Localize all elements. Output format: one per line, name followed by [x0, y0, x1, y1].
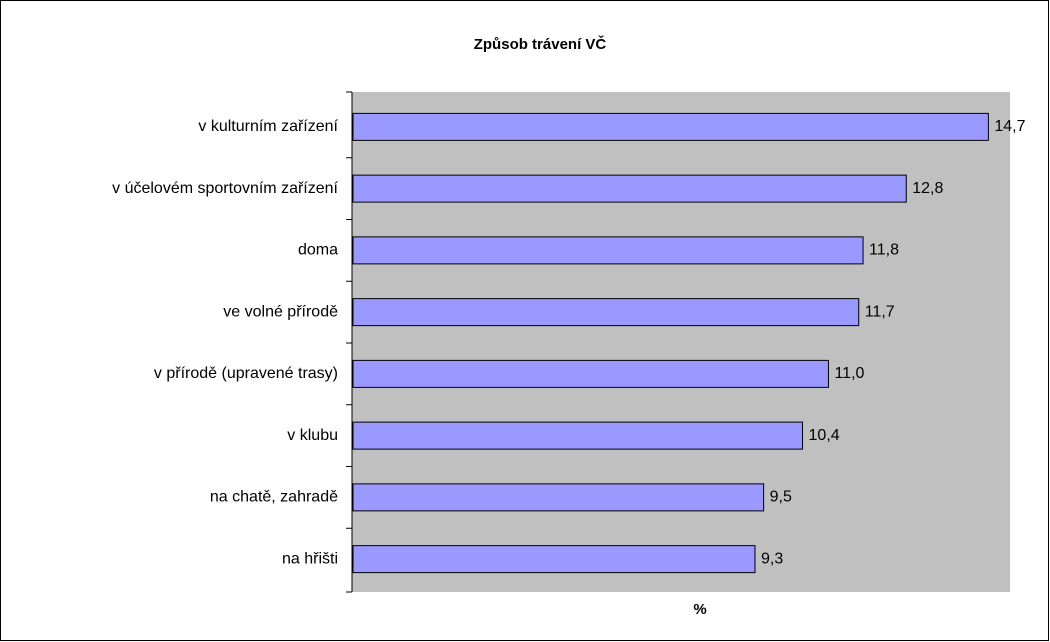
bar: [352, 174, 907, 203]
y-tick-label: v účelovém sportovním zařízení: [112, 180, 338, 197]
bar: [352, 112, 989, 141]
value-label: 10,4: [809, 427, 840, 444]
y-tick-label: v přírodě (upravené trasy): [154, 365, 338, 382]
y-tick-label: v klubu: [287, 427, 338, 444]
value-label: 11,0: [834, 365, 864, 382]
plot-area: [352, 92, 1010, 592]
value-label: 9,5: [770, 489, 792, 506]
bar: [352, 236, 864, 265]
bar: [352, 298, 860, 327]
x-axis-label: %: [693, 601, 706, 618]
value-label: 12,8: [912, 180, 943, 197]
value-label: 11,8: [869, 242, 899, 259]
y-tick-label: na hřišti: [282, 550, 338, 567]
bar: [352, 421, 804, 450]
bar: [352, 359, 829, 388]
value-label: 11,7: [865, 303, 895, 320]
bar: [352, 545, 756, 574]
value-label: 14,7: [994, 118, 1025, 135]
y-tick-label: ve volné přírodě: [223, 303, 338, 320]
value-label: 9,3: [761, 550, 783, 567]
y-tick-label: v kulturním zařízení: [198, 118, 338, 135]
y-tick-label: na chatě, zahradě: [210, 489, 338, 506]
chart-title: Způsob trávení VČ: [474, 35, 607, 53]
y-tick-label: doma: [298, 242, 338, 259]
bar: [352, 483, 765, 512]
